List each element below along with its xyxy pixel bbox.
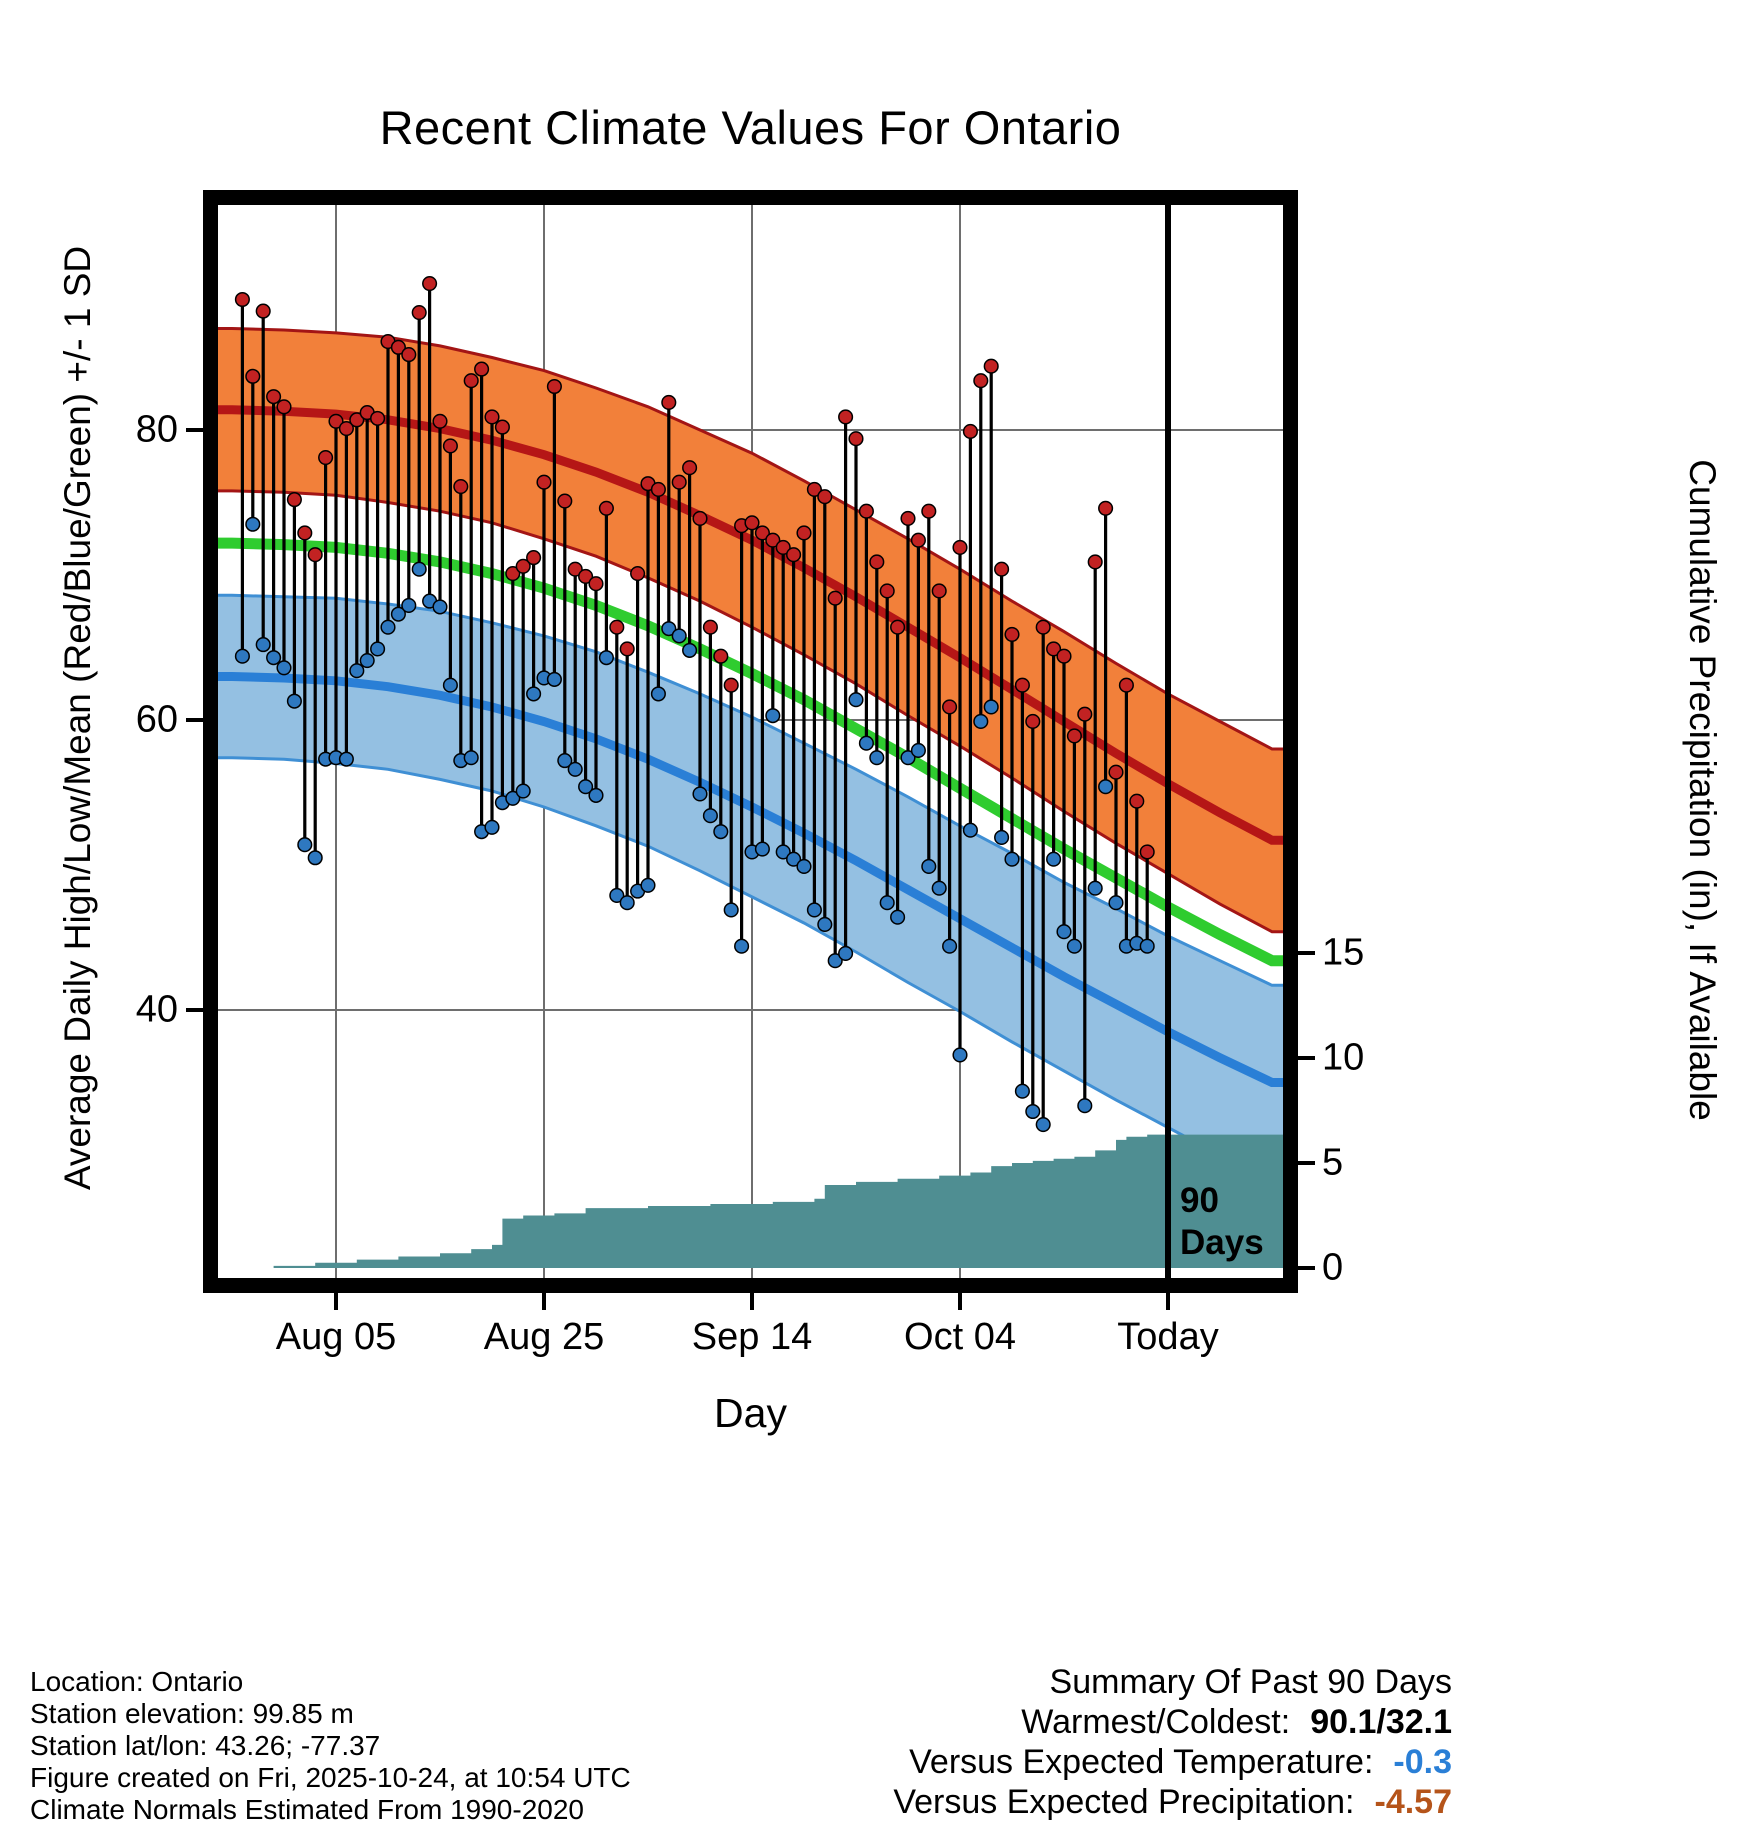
precip-tick-label-5: 5: [1322, 1141, 1344, 1184]
summary-title: Summary Of Past 90 Days: [1049, 1663, 1452, 1701]
summary-label: Versus Expected Precipitation:: [893, 1783, 1355, 1821]
metadata-location: Location: Ontario: [30, 1666, 244, 1697]
ninety-days-value: 90: [1180, 1181, 1219, 1220]
summary-row-vs-precipitation: Versus Expected Precipitation: -4.57: [893, 1782, 1452, 1822]
x-tick-label-today: Today: [1117, 1316, 1219, 1358]
metadata-normals: Climate Normals Estimated From 1990-2020: [30, 1794, 584, 1825]
summary-row-vs-temperature: Versus Expected Temperature: -0.3: [893, 1742, 1452, 1782]
metadata-created: Figure created on Fri, 2025-10-24, at 10…: [30, 1762, 631, 1793]
summary-row-warmest-coldest: Warmest/Coldest: 90.1/32.1: [893, 1702, 1452, 1742]
x-tick-label-aug25: Aug 25: [483, 1316, 605, 1358]
x-tick-label-aug05: Aug 05: [275, 1316, 397, 1358]
chart-title: Recent Climate Values For Ontario: [379, 101, 1122, 154]
summary-value-vs-precipitation: -4.57: [1374, 1783, 1453, 1821]
metadata-latlon: Station lat/lon: 43.26; -77.37: [30, 1730, 381, 1761]
summary-label: Warmest/Coldest:: [1021, 1703, 1291, 1741]
y-tick-label-60: 60: [135, 698, 178, 741]
ninety-days-unit: Days: [1180, 1223, 1264, 1262]
precip-tick-label-10: 10: [1322, 1036, 1365, 1079]
ninety-days-annotation: 90 Days: [1180, 1180, 1264, 1264]
metadata-elevation: Station elevation: 99.85 m: [30, 1698, 354, 1729]
figure-metadata: Location: Ontario Station elevation: 99.…: [30, 1666, 631, 1826]
summary-value-vs-temperature: -0.3: [1393, 1743, 1452, 1781]
x-tick-label-oct04: Oct 04: [904, 1316, 1016, 1358]
x-axis-label: Day: [714, 1390, 787, 1436]
y-tick-label-80: 80: [135, 408, 178, 451]
y-tick-label-40: 40: [135, 988, 178, 1031]
x-tick-label-sep14: Sep 14: [691, 1316, 813, 1358]
precip-tick-label-15: 15: [1322, 931, 1365, 974]
summary-label: Versus Expected Temperature:: [909, 1743, 1374, 1781]
summary-panel: Summary Of Past 90 Days Warmest/Coldest:…: [893, 1662, 1452, 1822]
summary-value-warmest-coldest: 90.1/32.1: [1310, 1703, 1452, 1741]
precip-tick-label-0: 0: [1322, 1246, 1344, 1289]
